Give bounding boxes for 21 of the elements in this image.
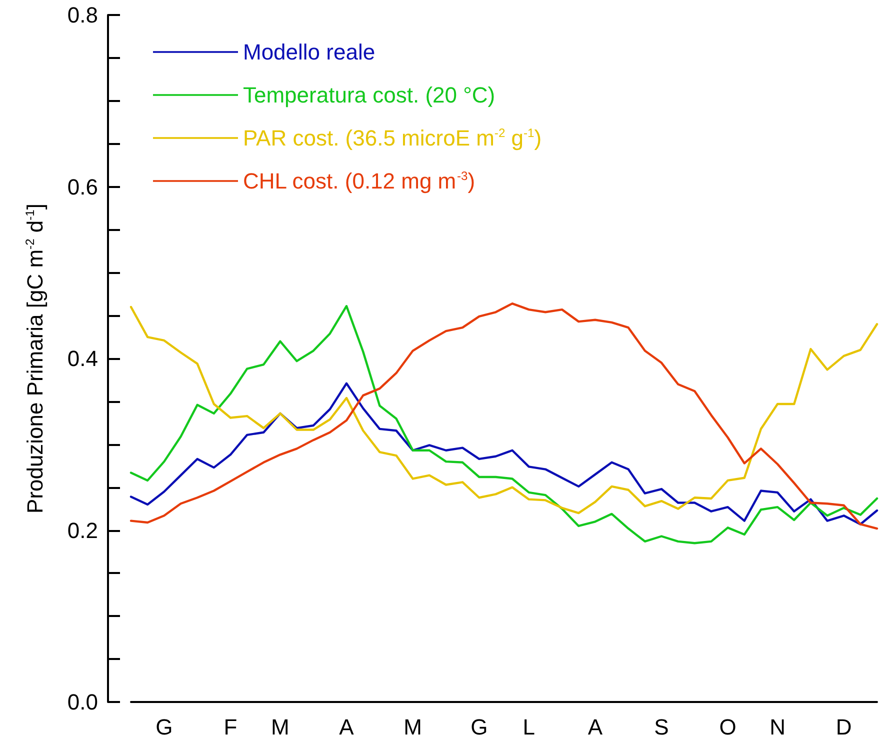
x-tick-label: M (271, 714, 290, 740)
y-tick-label: 0.8 (67, 2, 98, 28)
x-tick-label: A (588, 714, 603, 740)
x-tick-label: M (404, 714, 422, 740)
y-tick-label: 0.6 (67, 174, 98, 200)
x-tick-label: N (770, 714, 786, 740)
x-tick-label: L (522, 714, 535, 740)
x-tick-label: G (156, 714, 173, 740)
y-tick-label: 0.0 (67, 690, 98, 714)
y-axis-title: Produzione Primaria [gC m-2 d-1] (22, 203, 48, 514)
x-tick-label: A (339, 714, 354, 740)
legend-label: Temperatura cost. (20 °C) (243, 82, 496, 108)
x-tick-label: S (654, 714, 669, 740)
x-tick-label: F (224, 714, 238, 740)
y-tick-label: 0.4 (67, 346, 98, 371)
line-series (130, 382, 878, 526)
x-tick-label: G (470, 714, 488, 740)
x-tick-label: D (836, 714, 852, 740)
y-tick-label: 0.2 (67, 518, 98, 543)
x-tick-label: O (719, 714, 736, 740)
legend-label: Modello reale (243, 40, 376, 64)
